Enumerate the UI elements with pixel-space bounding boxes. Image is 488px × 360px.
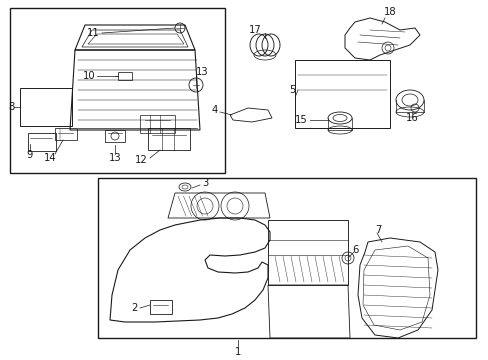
Text: 11: 11: [87, 28, 100, 38]
Text: 18: 18: [383, 7, 395, 17]
Text: 14: 14: [43, 153, 56, 163]
Text: 17: 17: [248, 25, 261, 35]
Bar: [55, 128, 77, 140]
Bar: [140, 115, 175, 133]
Bar: [294, 60, 389, 128]
Text: 6: 6: [351, 245, 358, 255]
Bar: [105, 130, 125, 142]
Text: 15: 15: [295, 115, 307, 125]
Bar: [98, 178, 475, 338]
Text: 16: 16: [405, 113, 418, 123]
Text: 13: 13: [108, 153, 121, 163]
Bar: [148, 128, 190, 150]
Text: 10: 10: [82, 71, 95, 81]
Text: 4: 4: [211, 105, 218, 115]
Bar: [20, 88, 72, 126]
Bar: [150, 300, 172, 314]
Text: 7: 7: [374, 225, 381, 235]
Text: 9: 9: [27, 150, 33, 160]
Text: 1: 1: [234, 347, 241, 357]
Bar: [28, 133, 56, 151]
Text: 8: 8: [8, 102, 14, 112]
Text: 3: 3: [202, 178, 208, 188]
Text: 2: 2: [131, 303, 138, 313]
Text: 5: 5: [289, 85, 295, 95]
Bar: [267, 220, 347, 285]
Text: 12: 12: [135, 155, 148, 165]
Bar: [118, 72, 132, 80]
Bar: [10, 8, 224, 173]
Text: 13: 13: [196, 67, 208, 77]
